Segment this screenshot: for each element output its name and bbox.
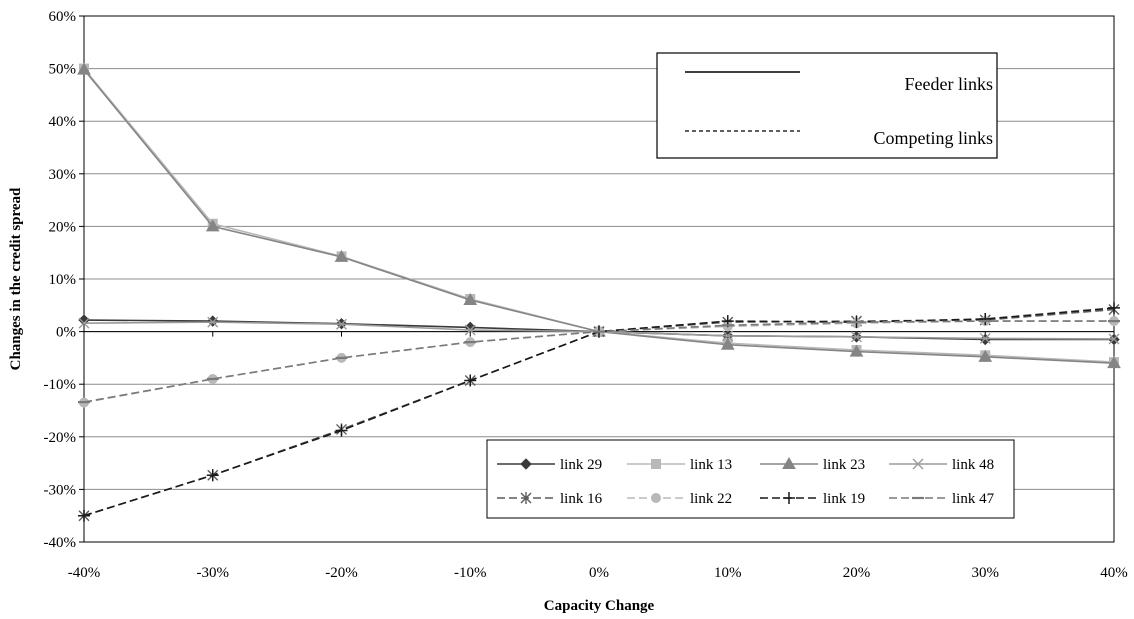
y-tick-label: 0%: [56, 325, 76, 341]
legend-item: link 47: [889, 491, 995, 507]
x-axis-ticks: -40% -30% -20% -10% 0% 10% 20% 30% 40%: [68, 331, 1128, 581]
x-tick-label: 20%: [843, 565, 871, 581]
legend-box: [486, 439, 1015, 519]
style-key-dashed-label: Competing links: [873, 128, 993, 148]
x-tick-label: 10%: [714, 565, 742, 581]
y-tick-label: -30%: [44, 482, 77, 498]
series-layer: [77, 62, 1121, 522]
data-point: [334, 249, 349, 262]
data-point: [912, 458, 924, 470]
data-point: [520, 492, 532, 504]
legend: link 29 link 13 link 23 link 48 link 16 link …: [486, 439, 1015, 519]
data-point: [205, 219, 220, 232]
legend-item: link 29: [497, 457, 602, 473]
y-tick-label: 10%: [49, 272, 77, 288]
data-point: [720, 337, 735, 350]
style-key-box: Feeder links Competing links: [656, 52, 998, 159]
data-point: [77, 62, 91, 75]
data-point: [851, 331, 862, 343]
data-point: [979, 333, 991, 346]
legend-item: link 16: [497, 491, 603, 507]
data-point: [464, 374, 477, 387]
y-tick-label: -20%: [44, 430, 77, 446]
series-link-47: [78, 319, 1120, 404]
data-point: [1108, 333, 1120, 345]
legend-item: link 19: [760, 491, 865, 507]
data-point: [336, 318, 347, 330]
data-point: [1107, 356, 1121, 369]
legend-item: link 48: [889, 457, 994, 473]
legend-label: link 16: [560, 491, 603, 507]
y-tick-label: -10%: [44, 377, 77, 393]
y-tick-label: 60%: [49, 9, 77, 25]
y-tick-label: 50%: [49, 62, 77, 78]
data-point: [651, 459, 661, 469]
legend-label: link 22: [690, 491, 732, 507]
y-tick-label: 20%: [49, 219, 77, 235]
legend-label: link 29: [560, 457, 602, 473]
x-tick-label: -40%: [68, 565, 101, 581]
legend-item: link 23: [760, 456, 865, 473]
x-tick-label: 40%: [1100, 565, 1128, 581]
data-point: [722, 330, 734, 342]
x-tick-label: -20%: [325, 565, 358, 581]
data-point: [651, 493, 661, 503]
data-point: [207, 315, 219, 327]
x-axis-title: Capacity Change: [544, 598, 655, 614]
legend-item: link 13: [627, 457, 732, 473]
legend-item: link 22: [627, 491, 732, 507]
data-point: [464, 324, 476, 336]
y-tick-label: -40%: [44, 535, 77, 551]
x-tick-label: 30%: [972, 565, 1000, 581]
data-point: [463, 293, 478, 306]
data-point: [979, 332, 991, 344]
data-point: [979, 312, 992, 325]
legend-label: link 13: [690, 457, 732, 473]
y-axis-title: Changes in the credit spread: [8, 187, 24, 370]
data-point: [849, 344, 864, 357]
data-point: [207, 316, 219, 328]
data-point: [206, 469, 219, 482]
data-point: [978, 349, 993, 362]
x-tick-label: -10%: [454, 565, 487, 581]
legend-label: link 19: [823, 491, 865, 507]
style-key-solid-label: Feeder links: [905, 74, 993, 94]
data-point: [78, 317, 90, 329]
data-point: [783, 492, 795, 504]
data-point: [520, 458, 532, 470]
y-tick-label: 30%: [49, 167, 77, 183]
data-point: [335, 424, 348, 437]
data-point: [1108, 301, 1120, 314]
x-tick-label: -30%: [197, 565, 230, 581]
data-point: [78, 509, 90, 522]
legend-label: link 47: [952, 491, 995, 507]
legend-label: link 48: [952, 457, 994, 473]
y-axis-ticks: 60% 50% 40% 30% 20% 10% 0% -10% -20% -30% -40%: [44, 9, 84, 551]
y-tick-label: 40%: [49, 114, 77, 130]
data-point: [782, 456, 796, 469]
legend-label: link 23: [823, 457, 865, 473]
x-tick-label: 0%: [589, 565, 609, 581]
